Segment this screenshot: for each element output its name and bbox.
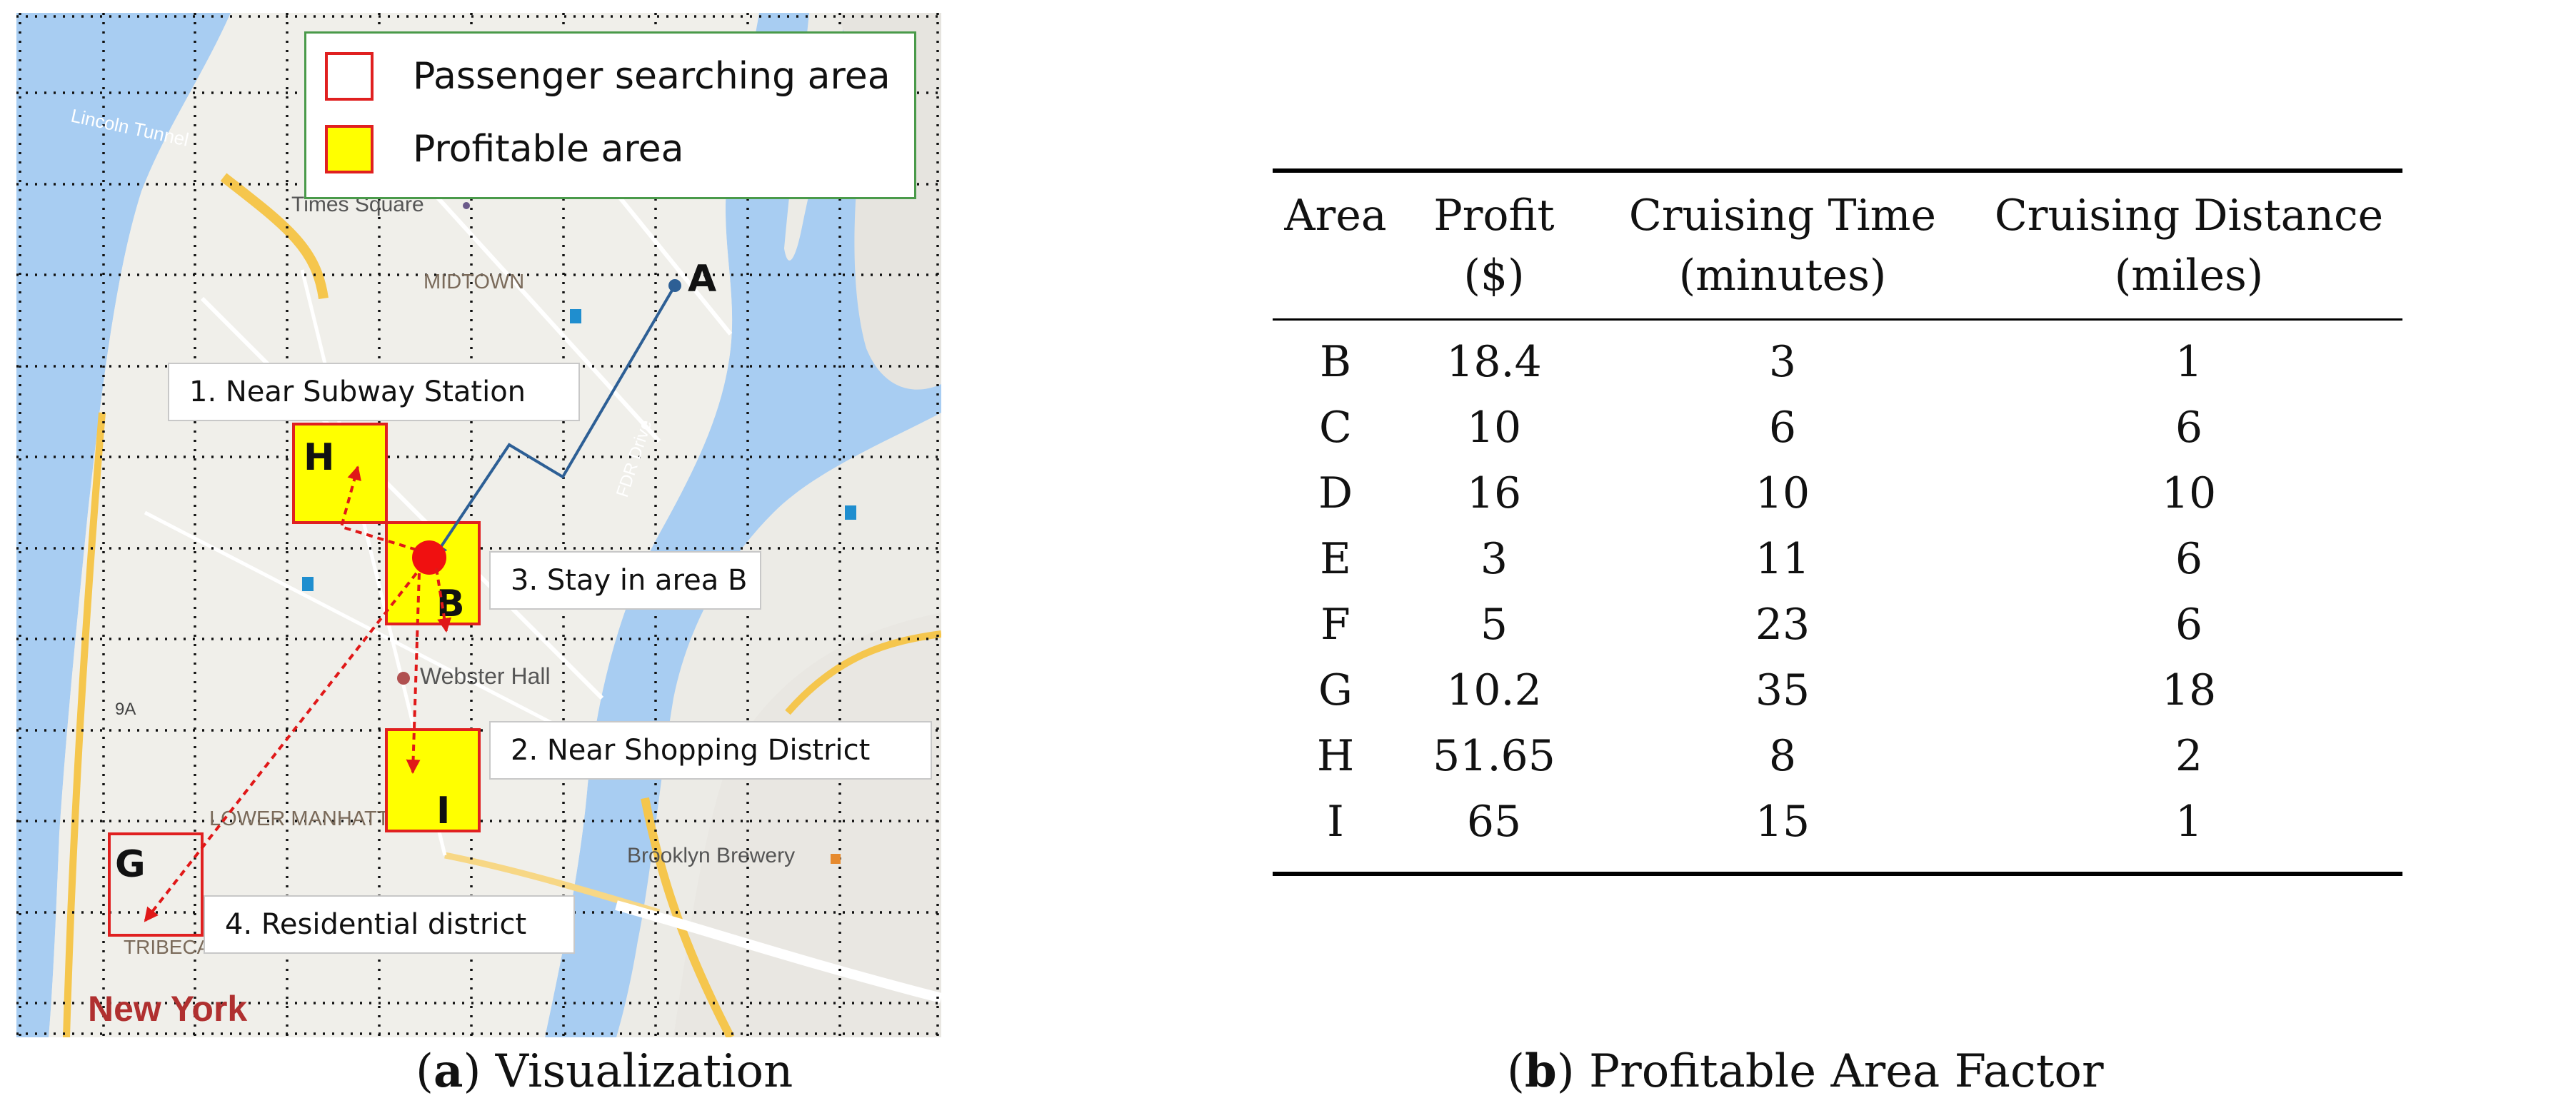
cell: C <box>1319 403 1352 453</box>
street <box>144 510 561 729</box>
road <box>641 797 735 1037</box>
cell: I <box>1327 797 1344 847</box>
cell: 10 <box>2161 468 2217 518</box>
table-row: F 5 23 6 <box>1273 592 2402 658</box>
table-row: B 18.4 3 1 <box>1273 320 2402 396</box>
road <box>444 852 661 916</box>
route-a-to-b <box>433 284 676 558</box>
route-b-to-g <box>144 572 418 922</box>
cell: 11 <box>1755 534 1810 584</box>
legend-swatch-searching <box>325 52 374 101</box>
bridge <box>615 900 941 1003</box>
route-b-to-h <box>339 465 417 551</box>
header-area: Area <box>1284 191 1387 241</box>
legend-label-profitable: Profitable area <box>413 128 684 171</box>
route-b-to-i <box>406 573 421 774</box>
caption-b: (b) Profitable Area Factor <box>1507 1044 2104 1098</box>
callout-shopping: 2. Near Shopping District <box>489 721 932 780</box>
cell: H <box>1316 731 1355 781</box>
area-letter-a: A <box>688 258 716 301</box>
cell: 6 <box>2175 534 2203 584</box>
cell: 1 <box>2175 797 2203 847</box>
road <box>785 630 941 715</box>
times-square-marker <box>463 202 470 209</box>
table-row: G 10.2 35 18 <box>1273 658 2402 723</box>
cell: F <box>1320 600 1350 650</box>
cell: 5 <box>1480 600 1508 650</box>
label-webster-hall: Webster Hall <box>420 663 551 689</box>
cell: 10 <box>1755 468 1810 518</box>
map-visualization: Times Square MIDTOWN Webster Hall LOWER … <box>16 13 941 1037</box>
caption-b-letter: b <box>1524 1044 1557 1098</box>
header-profit: Profit ($) <box>1433 191 1555 301</box>
legend-item-profitable: Profitable area <box>325 125 683 173</box>
label-tribeca: TRIBECA <box>124 936 211 958</box>
header-cruising-time: Cruising Time (minutes) <box>1628 191 1937 301</box>
taxi-position-marker <box>412 540 446 575</box>
webster-hall-marker <box>397 672 410 685</box>
brewery-marker <box>831 854 841 864</box>
cell: B <box>1319 337 1352 387</box>
cell: E <box>1320 534 1351 584</box>
cell: 51.65 <box>1433 731 1555 781</box>
cell: 6 <box>2175 600 2203 650</box>
cell: 16 <box>1466 468 1522 518</box>
cell: 10.2 <box>1446 665 1542 715</box>
brooklyn-land <box>673 613 941 1037</box>
legend-item-searching: Passenger searching area <box>325 52 891 101</box>
cell: 18.4 <box>1446 337 1542 387</box>
label-midtown: MIDTOWN <box>424 271 524 293</box>
callout-residential: 4. Residential district <box>204 895 575 954</box>
transit-icon <box>570 309 581 323</box>
table-header-row: Area Profit ($) Cruising Time (minutes) Cr… <box>1273 171 2402 320</box>
cell: 1 <box>2175 337 2203 387</box>
area-letter-i: I <box>436 790 450 832</box>
cell: 10 <box>1466 403 1522 453</box>
legend-label-searching: Passenger searching area <box>413 55 891 98</box>
caption-a-letter: a <box>433 1044 463 1098</box>
transit-icon <box>845 505 856 520</box>
legend-swatch-profitable <box>325 125 374 173</box>
transit-icon <box>302 577 314 591</box>
label-9a: 9A <box>115 700 136 719</box>
label-brooklyn-brewery: Brooklyn Brewery <box>627 844 795 867</box>
cell: 65 <box>1466 797 1522 847</box>
cell: 6 <box>2175 403 2203 453</box>
east-river <box>545 13 941 1037</box>
map-legend: Passenger searching area Profitable area <box>304 31 916 199</box>
table-row: C 10 6 6 <box>1273 395 2402 460</box>
caption-b-text: Profitable Area Factor <box>1574 1045 2104 1098</box>
cell: 35 <box>1755 665 1810 715</box>
cell: 15 <box>1755 797 1810 847</box>
label-lower-manhattan: LOWER MANHATTAN <box>209 807 417 830</box>
cell: 6 <box>1768 403 1797 453</box>
caption-a-text: Visualization <box>481 1045 793 1098</box>
road <box>220 173 329 300</box>
cell: 18 <box>2161 665 2217 715</box>
cell: D <box>1318 468 1353 518</box>
road <box>63 412 106 1037</box>
header-cruising-distance: Cruising Distance (miles) <box>1994 191 2384 301</box>
area-i <box>385 728 481 832</box>
cell: 23 <box>1755 600 1810 650</box>
profitable-area-table: Area Profit ($) Cruising Time (minutes) Cr… <box>1273 168 2402 876</box>
cell: 8 <box>1768 731 1797 781</box>
callout-stay: 3. Stay in area B <box>489 551 761 610</box>
area-g <box>108 832 204 937</box>
cell: G <box>1318 665 1353 715</box>
label-new-york: New York <box>88 989 247 1029</box>
hudson-river <box>16 13 231 1037</box>
table-row: D 16 10 10 <box>1273 460 2402 526</box>
table-row: E 3 11 6 <box>1273 526 2402 592</box>
table-row: I 65 15 1 <box>1273 789 2402 874</box>
table-row: H 51.65 8 2 <box>1273 723 2402 789</box>
cell: 3 <box>1768 337 1797 387</box>
caption-a: (a) Visualization <box>416 1044 793 1098</box>
cell: 2 <box>2175 731 2203 781</box>
callout-subway: 1. Near Subway Station <box>168 363 580 421</box>
area-letter-g: G <box>115 843 146 886</box>
area-h <box>292 423 388 524</box>
cell: 3 <box>1480 534 1508 584</box>
area-letter-h: H <box>304 436 335 479</box>
